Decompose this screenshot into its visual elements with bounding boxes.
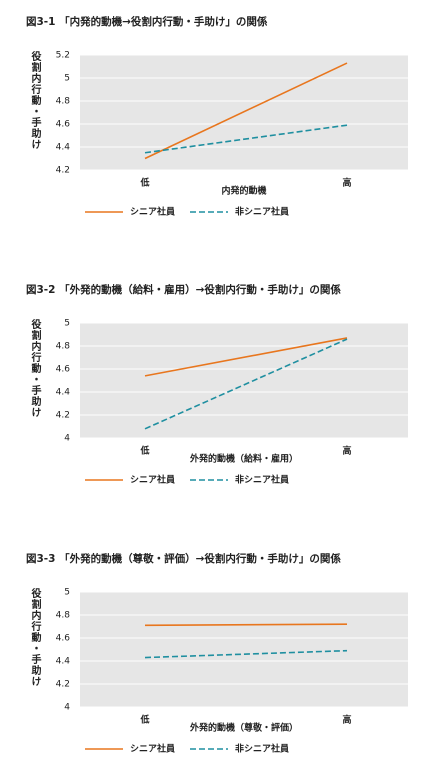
chart-title: 図3-1 「内発的動機→役割内行動・手助け」の関係	[26, 15, 268, 28]
series-line	[144, 649, 348, 659]
y-tick-label: 4.4	[56, 657, 71, 667]
x-axis-label: 内発的動機	[221, 185, 266, 197]
y-tick-label: 4.4	[56, 388, 71, 398]
y-tick-label: 4	[64, 434, 70, 444]
series-line	[144, 623, 348, 627]
x-axis-label: 外発的動機（給料・雇用）	[189, 453, 298, 465]
legend-label: シニア社員	[130, 743, 175, 755]
chart-title: 図3-2 「外発的動機（給料・雇用）→役割内行動・手助け」の関係	[26, 283, 341, 296]
y-axis-label: 役割内行動・手助け	[29, 50, 42, 150]
series-line	[144, 338, 348, 430]
series-line	[144, 337, 348, 377]
x-tick-label: 高	[342, 445, 351, 457]
y-tick-label: 4.4	[56, 143, 71, 153]
y-tick-label: 4.6	[56, 365, 71, 375]
y-tick-label: 5	[64, 74, 70, 84]
y-tick-label: 4.6	[56, 634, 71, 644]
y-tick-label: 5	[64, 319, 70, 329]
y-axis-label: 役割内行動・手助け	[29, 587, 42, 687]
plot-area	[80, 592, 408, 707]
series-line	[144, 124, 348, 154]
y-tick-label: 5.2	[56, 51, 70, 61]
x-tick-label: 低	[139, 445, 149, 457]
y-tick-label: 4.8	[56, 342, 71, 352]
y-axis-label: 役割内行動・手助け	[29, 318, 42, 418]
legend-label: 非シニア社員	[235, 474, 289, 486]
y-tick-label: 4.2	[56, 411, 70, 421]
y-tick-label: 4.2	[56, 166, 70, 176]
x-tick-label: 低	[139, 177, 149, 189]
y-tick-label: 4.8	[56, 611, 71, 621]
chart-title: 図3-3 「外発的動機（尊敬・評価）→役割内行動・手助け」の関係	[26, 552, 341, 565]
x-tick-label: 高	[342, 714, 351, 726]
legend-label: シニア社員	[130, 206, 175, 218]
x-axis-label: 外発的動機（尊敬・評価）	[189, 722, 298, 734]
y-tick-label: 4.6	[56, 120, 71, 130]
legend-label: 非シニア社員	[235, 206, 289, 218]
legend-label: 非シニア社員	[235, 743, 289, 755]
y-tick-label: 4	[64, 703, 70, 713]
legend-label: シニア社員	[130, 474, 175, 486]
x-tick-label: 低	[139, 714, 149, 726]
y-tick-label: 5	[64, 588, 70, 598]
x-tick-label: 高	[342, 177, 351, 189]
y-tick-label: 4.2	[56, 680, 70, 690]
y-tick-label: 4.8	[56, 97, 71, 107]
series-line	[144, 62, 348, 160]
plot-area	[80, 323, 408, 438]
